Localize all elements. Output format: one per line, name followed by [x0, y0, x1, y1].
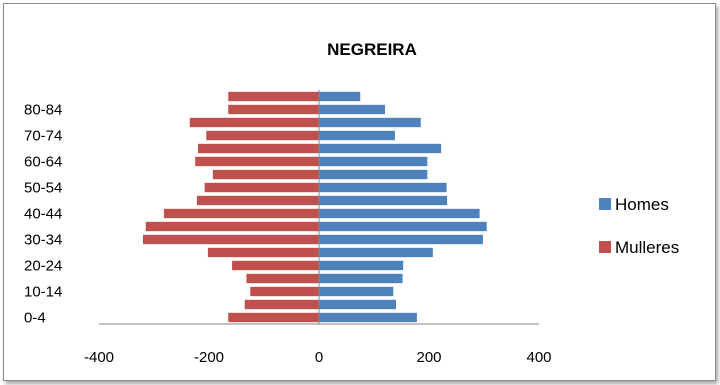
- x-tick-label: 200: [416, 349, 441, 366]
- y-tick-label: 30-34: [24, 232, 62, 249]
- legend-label-homes: Homes: [615, 195, 669, 214]
- bar-mulleres-85+: [228, 91, 319, 102]
- bar-homes-15-19: [319, 273, 403, 284]
- bar-mulleres-50-54: [204, 182, 319, 193]
- bar-homes-0-4: [319, 312, 417, 323]
- bar-mulleres-30-34: [143, 234, 319, 245]
- population-pyramid-chart: NEGREIRA -400 -200 0 200 400 0-4 10-14 20-24 30-…: [24, 40, 679, 366]
- bar-homes-65-69: [319, 143, 442, 154]
- bar-homes-75-79: [319, 117, 421, 128]
- bar-homes-85+: [319, 91, 361, 102]
- chart-title: NEGREIRA: [327, 40, 417, 59]
- bar-mulleres-60-64: [195, 156, 319, 167]
- x-tick-label: 0: [315, 349, 323, 366]
- bar-mulleres-10-14: [250, 286, 319, 297]
- bar-homes-60-64: [319, 156, 428, 167]
- bar-homes-40-44: [319, 208, 480, 219]
- bar-mulleres-70-74: [206, 130, 319, 141]
- bar-mulleres-65-69: [198, 143, 319, 154]
- bar-homes-10-14: [319, 286, 394, 297]
- bar-homes-45-49: [319, 195, 448, 206]
- y-tick-label: 10-14: [24, 284, 62, 301]
- bar-homes-50-54: [319, 182, 447, 193]
- bar-mulleres-0-4: [228, 312, 319, 323]
- legend-swatch-homes: [599, 198, 611, 210]
- bar-homes-5-9: [319, 299, 396, 310]
- bar-mulleres-55-59: [212, 169, 319, 180]
- y-tick-label: 40-44: [24, 206, 62, 223]
- bar-homes-70-74: [319, 130, 395, 141]
- legend: Homes Mulleres: [599, 195, 679, 257]
- y-tick-label: 80-84: [24, 102, 62, 119]
- bar-mulleres-40-44: [163, 208, 319, 219]
- y-tick-label: 20-24: [24, 258, 62, 275]
- y-tick-label: 70-74: [24, 128, 62, 145]
- axes-group: -400 -200 0 200 400 0-4 10-14 20-24 30-34 40-44 50…: [24, 90, 552, 366]
- bar-mulleres-15-19: [246, 273, 319, 284]
- x-tick-label: -400: [84, 349, 114, 366]
- bar-mulleres-45-49: [196, 195, 319, 206]
- bars-group: [143, 91, 487, 323]
- y-tick-label: 0-4: [24, 310, 46, 327]
- chart-frame: NEGREIRA -400 -200 0 200 400 0-4 10-14 20-24 30-…: [3, 3, 716, 381]
- bar-homes-55-59: [319, 169, 428, 180]
- bar-homes-30-34: [319, 234, 483, 245]
- bar-homes-80-84: [319, 104, 385, 115]
- x-tick-label: 400: [526, 349, 551, 366]
- legend-swatch-mulleres: [599, 241, 611, 253]
- legend-label-mulleres: Mulleres: [615, 238, 679, 257]
- bar-mulleres-35-39: [145, 221, 319, 232]
- bar-mulleres-80-84: [228, 104, 319, 115]
- bar-homes-25-29: [319, 247, 433, 258]
- bar-mulleres-75-79: [189, 117, 319, 128]
- bar-mulleres-20-24: [232, 260, 319, 271]
- bar-homes-35-39: [319, 221, 487, 232]
- y-tick-label: 50-54: [24, 180, 62, 197]
- y-tick-label: 60-64: [24, 154, 62, 171]
- x-tick-label: -200: [194, 349, 224, 366]
- bar-mulleres-5-9: [244, 299, 319, 310]
- bar-mulleres-25-29: [207, 247, 319, 258]
- bar-homes-20-24: [319, 260, 404, 271]
